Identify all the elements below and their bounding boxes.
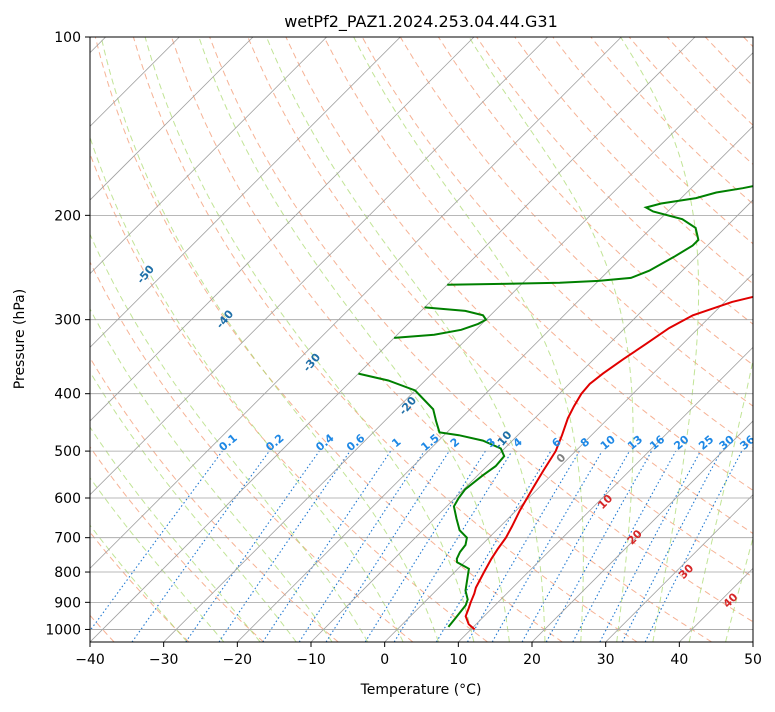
y-tick-label: 800 xyxy=(54,565,81,581)
x-tick-label: 20 xyxy=(523,652,541,668)
y-tick-label: 500 xyxy=(54,444,81,460)
x-tick-label: 10 xyxy=(449,652,467,668)
x-tick-label: −10 xyxy=(296,652,326,668)
y-axis-label: Pressure (hPa) xyxy=(12,289,28,389)
x-tick-label: 30 xyxy=(597,652,615,668)
y-tick-label: 100 xyxy=(54,30,81,46)
y-tick-label: 700 xyxy=(54,531,81,547)
y-tick-label: 400 xyxy=(54,387,81,403)
x-axis-label: Temperature (°C) xyxy=(360,682,482,698)
x-tick-label: 40 xyxy=(670,652,688,668)
chart-title: wetPf2_PAZ1.2024.253.04.44.G31 xyxy=(284,12,558,32)
x-tick-label: −40 xyxy=(75,652,105,668)
x-tick-label: 0 xyxy=(380,652,389,668)
y-tick-label: 300 xyxy=(54,313,81,329)
x-tick-label: −20 xyxy=(223,652,253,668)
y-tick-label: 200 xyxy=(54,208,81,224)
y-tick-label: 1000 xyxy=(45,622,81,638)
x-tick-label: −30 xyxy=(149,652,179,668)
y-tick-label: 900 xyxy=(54,595,81,611)
y-tick-label: 600 xyxy=(54,491,81,507)
x-tick-label: 50 xyxy=(744,652,762,668)
